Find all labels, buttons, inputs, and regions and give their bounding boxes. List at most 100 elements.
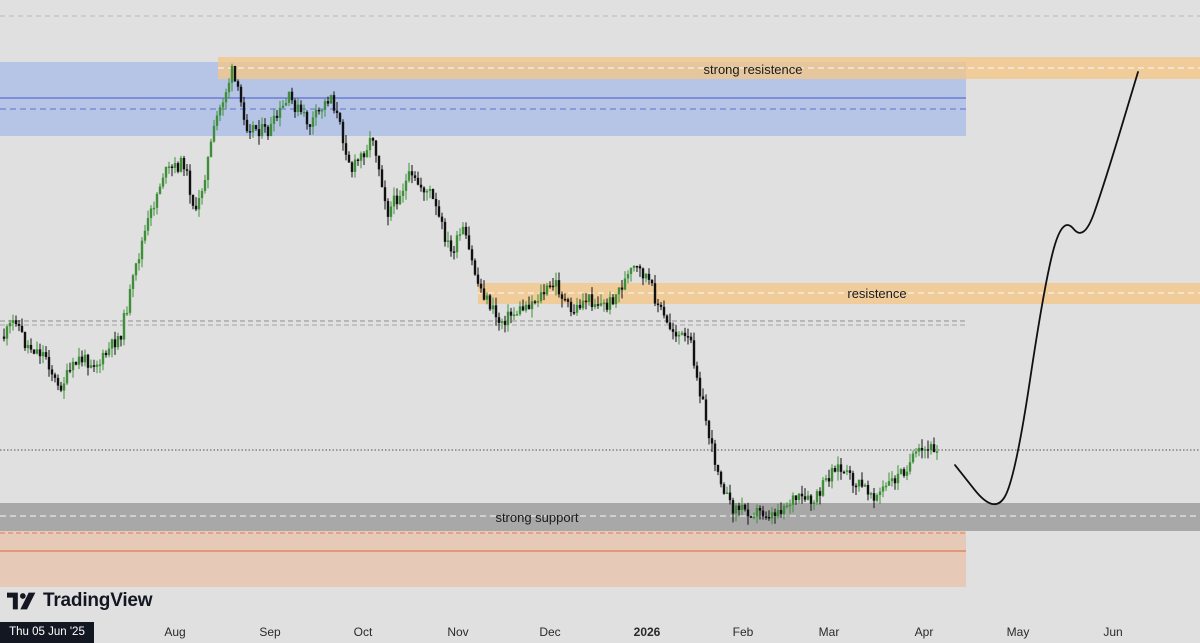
candle-body xyxy=(395,195,399,205)
candle-body xyxy=(827,478,831,482)
candle-body xyxy=(14,320,18,325)
candle-body xyxy=(368,138,372,151)
label-layer: strong resistence resistence strong suppor… xyxy=(495,62,906,525)
candle-body xyxy=(467,235,471,250)
candle-body xyxy=(617,287,621,295)
candle-body xyxy=(479,283,483,289)
candle-body xyxy=(176,163,180,172)
candle-body xyxy=(404,180,408,191)
candle-body xyxy=(143,230,147,241)
candle-body xyxy=(731,500,735,514)
candle-body xyxy=(68,370,72,372)
candle-body xyxy=(656,303,660,306)
candle-body xyxy=(491,305,495,310)
tradingview-logo-icon xyxy=(7,592,36,610)
candle-body xyxy=(200,190,204,199)
candle-body xyxy=(74,361,78,365)
candle-body xyxy=(416,177,420,185)
candle-body xyxy=(626,273,630,279)
candle-body xyxy=(29,344,33,350)
candle-body xyxy=(632,265,636,268)
candle-body xyxy=(26,344,30,349)
tradingview-watermark: TradingView xyxy=(43,590,153,611)
candle-body xyxy=(590,294,594,308)
level-lines xyxy=(0,15,1200,552)
candle-body xyxy=(197,198,201,210)
candle-body xyxy=(578,304,582,309)
strong-support-zone xyxy=(0,503,1200,531)
candle-body xyxy=(566,299,570,302)
candle-body xyxy=(620,287,624,290)
candle-body xyxy=(146,218,150,231)
candle-body xyxy=(371,138,375,141)
candle-body xyxy=(836,464,840,472)
candle-body xyxy=(635,265,639,268)
candle-body xyxy=(443,221,447,242)
candle-body xyxy=(701,396,705,400)
candle-body xyxy=(389,206,393,217)
candle-body xyxy=(473,260,477,275)
candle-body xyxy=(398,195,402,205)
candle-body xyxy=(485,295,489,300)
candle-body xyxy=(692,340,696,366)
candle-body xyxy=(665,315,669,323)
candle-body xyxy=(863,484,867,487)
candle-body xyxy=(668,322,672,330)
candle-body xyxy=(221,102,225,108)
candle-body xyxy=(140,240,144,260)
candle-body xyxy=(392,195,396,207)
candle-body xyxy=(110,339,114,349)
candle-body xyxy=(545,285,549,295)
candle-body xyxy=(317,109,321,112)
candle-body xyxy=(887,481,891,486)
candle-body xyxy=(674,331,678,337)
x-axis-label: Oct xyxy=(354,625,373,639)
candle-body xyxy=(257,129,261,137)
candle-body xyxy=(869,493,873,495)
candle-body xyxy=(323,101,327,110)
candle-body xyxy=(71,361,75,371)
candle-body xyxy=(746,509,750,517)
candle-body xyxy=(350,162,354,172)
x-axis-label: 2026 xyxy=(634,625,661,639)
candle-body xyxy=(710,438,714,444)
candle-body xyxy=(131,275,135,290)
x-axis-label: May xyxy=(1007,625,1030,639)
candle-body xyxy=(365,150,369,158)
candle-body xyxy=(722,484,726,494)
candle-body xyxy=(101,352,105,365)
candle-body xyxy=(776,509,780,517)
candle-body xyxy=(548,285,552,288)
candle-body xyxy=(215,115,219,126)
candle-body xyxy=(290,91,294,101)
candle-body xyxy=(56,377,60,386)
candle-body xyxy=(116,336,120,348)
candle-body xyxy=(608,297,612,310)
candle-body xyxy=(770,512,774,519)
candle-body xyxy=(842,471,846,474)
candle-body xyxy=(179,157,183,172)
candle-body xyxy=(572,312,576,314)
x-axis-label: Feb xyxy=(733,625,754,639)
candle-body xyxy=(812,502,816,504)
candle-body xyxy=(584,300,588,303)
candle-body xyxy=(851,472,855,486)
strong-resistance-label: strong resistence xyxy=(704,62,803,77)
candle-body xyxy=(890,478,894,482)
candle-body xyxy=(212,125,216,142)
candle-body xyxy=(188,170,192,195)
candle-body xyxy=(128,289,132,313)
candle-body xyxy=(149,208,153,219)
candle-body xyxy=(641,268,645,279)
candle-body xyxy=(407,171,411,181)
candle-body xyxy=(689,336,693,341)
strong-support-label: strong support xyxy=(495,510,578,525)
zone-layer xyxy=(0,57,1200,587)
crosshair-date-badge: Thu 05 Jun '25 xyxy=(0,622,94,643)
candle-body xyxy=(44,352,48,357)
candle-body xyxy=(803,496,807,500)
candle-body xyxy=(740,504,744,511)
candle-body xyxy=(539,292,543,302)
candle-body xyxy=(5,326,9,339)
